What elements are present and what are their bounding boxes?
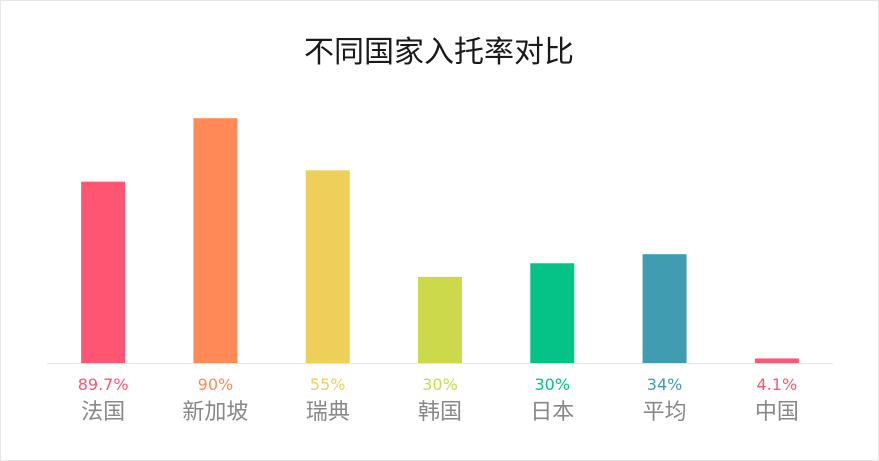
category-label-2: 瑞典 <box>306 400 350 425</box>
category-label-0: 法国 <box>81 400 125 425</box>
data-label-5: 34% <box>647 375 683 394</box>
bar-5 <box>642 254 687 363</box>
bar-2 <box>305 170 350 363</box>
data-label-6: 4.1% <box>757 375 798 394</box>
data-label-3: 30% <box>422 375 458 394</box>
data-label-0: 89.7% <box>78 375 129 394</box>
bar-6 <box>754 358 799 363</box>
data-labels-group: 89.7% 90% 55% 30% 30% 34% 4.1% <box>78 375 797 394</box>
bar-0 <box>81 181 126 363</box>
category-label-3: 韩国 <box>418 400 462 425</box>
data-label-1: 90% <box>198 375 234 394</box>
data-label-2: 55% <box>310 375 346 394</box>
category-label-5: 平均 <box>643 400 687 425</box>
bar-4 <box>530 263 575 363</box>
bar-1 <box>193 118 238 363</box>
category-labels-group: 法国 新加坡 瑞典 韩国 日本 平均 中国 <box>81 400 799 425</box>
bar-3 <box>418 276 462 363</box>
data-label-4: 30% <box>535 375 571 394</box>
chart-title: 不同国家入托率对比 <box>304 35 574 70</box>
bars-group <box>81 118 799 363</box>
category-label-1: 新加坡 <box>182 400 248 425</box>
category-label-6: 中国 <box>755 400 799 425</box>
category-label-4: 日本 <box>530 400 574 425</box>
